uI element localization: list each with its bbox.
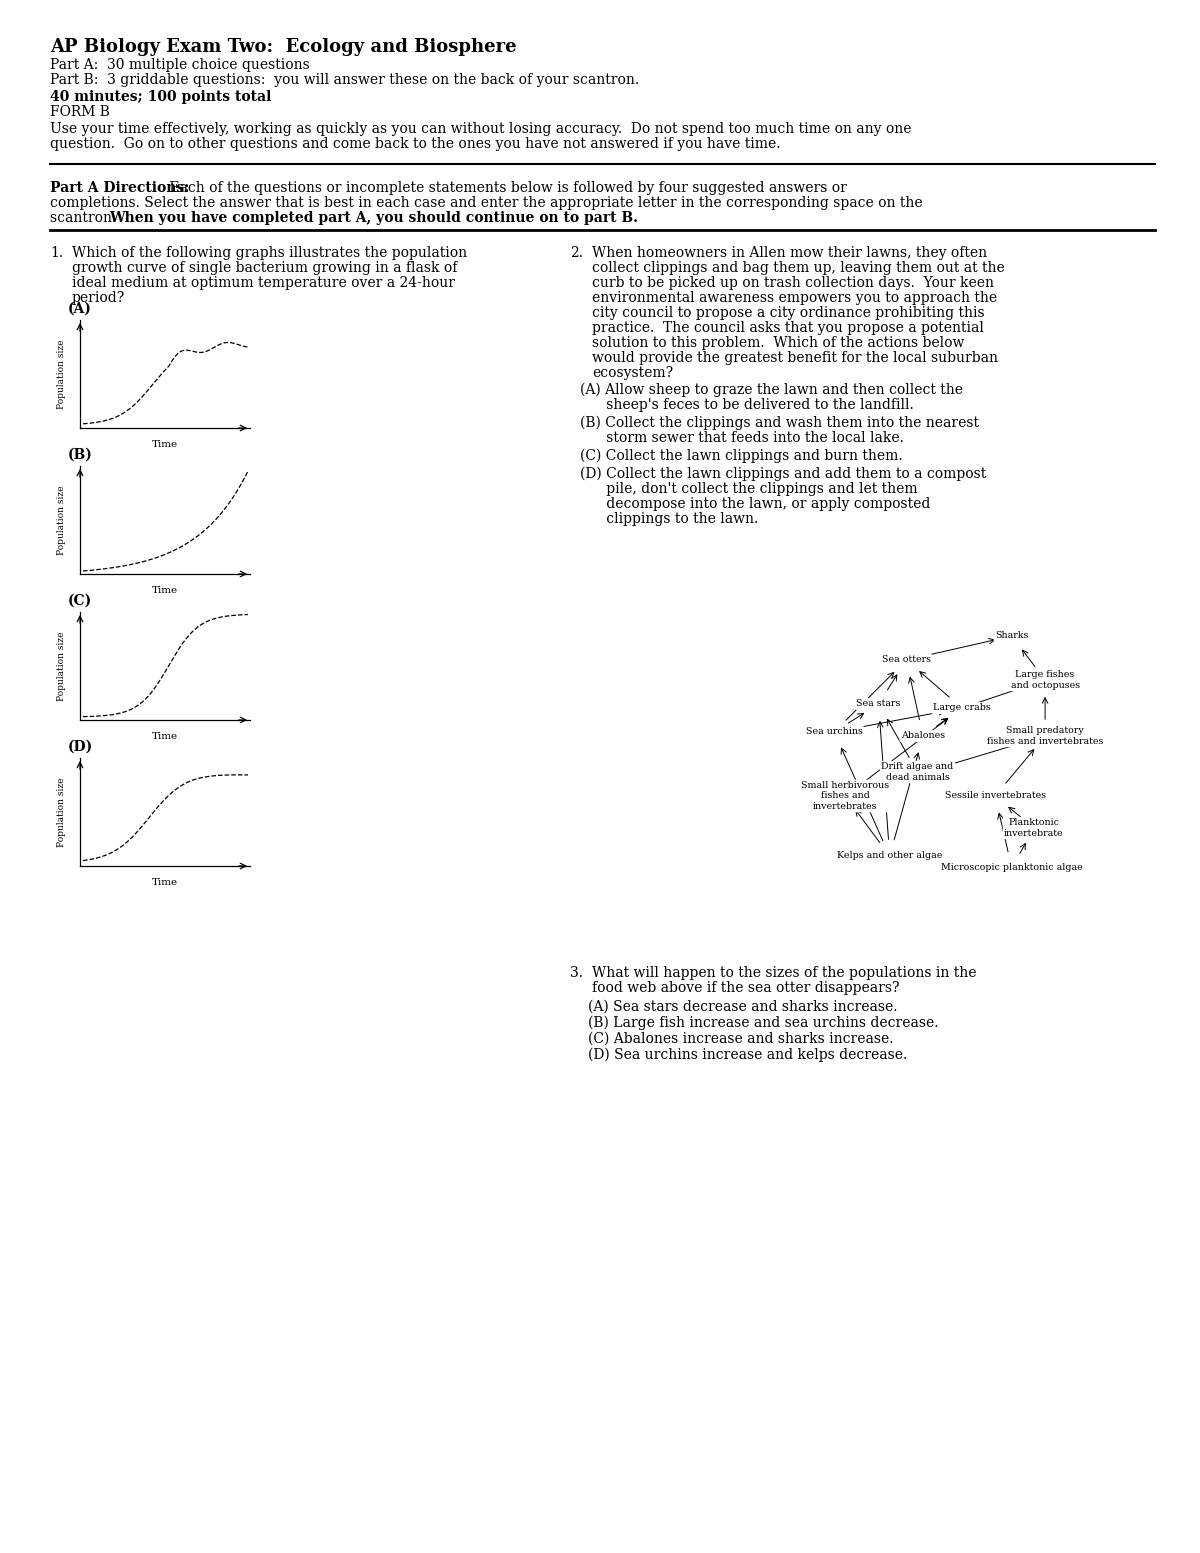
Text: FORM B: FORM B bbox=[50, 106, 110, 120]
Text: Population size: Population size bbox=[58, 485, 66, 554]
Text: Microscopic planktonic algae: Microscopic planktonic algae bbox=[941, 863, 1082, 873]
Text: Time: Time bbox=[152, 585, 178, 595]
Text: 2.: 2. bbox=[570, 245, 583, 259]
Text: Kelps and other algae: Kelps and other algae bbox=[838, 851, 942, 860]
Text: Drift algae and
dead animals: Drift algae and dead animals bbox=[881, 763, 954, 781]
Text: curb to be picked up on trash collection days.  Your keen: curb to be picked up on trash collection… bbox=[592, 276, 994, 290]
Text: would provide the greatest benefit for the local suburban: would provide the greatest benefit for t… bbox=[592, 351, 998, 365]
Text: (D) Collect the lawn clippings and add them to a compost: (D) Collect the lawn clippings and add t… bbox=[580, 467, 986, 481]
Text: growth curve of single bacterium growing in a flask of: growth curve of single bacterium growing… bbox=[72, 261, 457, 275]
Text: Time: Time bbox=[152, 731, 178, 741]
Text: practice.  The council asks that you propose a potential: practice. The council asks that you prop… bbox=[592, 321, 984, 335]
Text: 3.: 3. bbox=[570, 966, 583, 980]
Text: sheep's feces to be delivered to the landfill.: sheep's feces to be delivered to the lan… bbox=[580, 398, 913, 412]
Text: Large fishes
and octopuses: Large fishes and octopuses bbox=[1010, 671, 1080, 690]
Text: Sea otters: Sea otters bbox=[882, 655, 931, 665]
Text: (D) Sea urchins increase and kelps decrease.: (D) Sea urchins increase and kelps decre… bbox=[588, 1048, 907, 1062]
Text: Part B:  3 griddable questions:  you will answer these on the back of your scant: Part B: 3 griddable questions: you will … bbox=[50, 73, 640, 87]
Text: Planktonic
invertebrate: Planktonic invertebrate bbox=[1004, 818, 1064, 837]
Text: Sharks: Sharks bbox=[995, 632, 1028, 640]
Text: (C): (C) bbox=[68, 593, 92, 609]
Text: AP Biology Exam Two:  Ecology and Biosphere: AP Biology Exam Two: Ecology and Biosphe… bbox=[50, 37, 517, 56]
Text: Large crabs: Large crabs bbox=[932, 704, 991, 713]
Text: (A) Allow sheep to graze the lawn and then collect the: (A) Allow sheep to graze the lawn and th… bbox=[580, 384, 964, 398]
Text: clippings to the lawn.: clippings to the lawn. bbox=[580, 512, 758, 526]
Text: city council to propose a city ordinance prohibiting this: city council to propose a city ordinance… bbox=[592, 306, 985, 320]
Text: When you have completed part A, you should continue on to part B.: When you have completed part A, you shou… bbox=[109, 211, 638, 225]
Text: Population size: Population size bbox=[58, 776, 66, 846]
Text: Abalones: Abalones bbox=[901, 731, 946, 741]
Text: completions. Select the answer that is best in each case and enter the appropria: completions. Select the answer that is b… bbox=[50, 196, 923, 210]
Text: Time: Time bbox=[152, 439, 178, 449]
Text: (C) Abalones increase and sharks increase.: (C) Abalones increase and sharks increas… bbox=[588, 1033, 894, 1047]
Text: storm sewer that feeds into the local lake.: storm sewer that feeds into the local la… bbox=[580, 432, 904, 446]
Text: ecosystem?: ecosystem? bbox=[592, 367, 673, 380]
Text: Population size: Population size bbox=[58, 339, 66, 408]
Text: (C) Collect the lawn clippings and burn them.: (C) Collect the lawn clippings and burn … bbox=[580, 449, 902, 463]
Text: (B) Collect the clippings and wash them into the nearest: (B) Collect the clippings and wash them … bbox=[580, 416, 979, 430]
Text: question.  Go on to other questions and come back to the ones you have not answe: question. Go on to other questions and c… bbox=[50, 137, 780, 151]
Text: collect clippings and bag them up, leaving them out at the: collect clippings and bag them up, leavi… bbox=[592, 261, 1004, 275]
Text: Sea stars: Sea stars bbox=[857, 699, 901, 708]
Text: Part A:  30 multiple choice questions: Part A: 30 multiple choice questions bbox=[50, 57, 310, 71]
Text: scantron.: scantron. bbox=[50, 211, 121, 225]
Text: When homeowners in Allen mow their lawns, they often: When homeowners in Allen mow their lawns… bbox=[592, 245, 988, 259]
Text: What will happen to the sizes of the populations in the: What will happen to the sizes of the pop… bbox=[592, 966, 977, 980]
Text: environmental awareness empowers you to approach the: environmental awareness empowers you to … bbox=[592, 290, 997, 304]
Text: Part A Directions:: Part A Directions: bbox=[50, 182, 190, 196]
Text: 1.: 1. bbox=[50, 245, 64, 259]
Text: Population size: Population size bbox=[58, 631, 66, 700]
Text: period?: period? bbox=[72, 290, 125, 304]
Text: Use your time effectively, working as quickly as you can without losing accuracy: Use your time effectively, working as qu… bbox=[50, 123, 912, 137]
Text: ideal medium at optimum temperature over a 24-hour: ideal medium at optimum temperature over… bbox=[72, 276, 455, 290]
Text: solution to this problem.  Which of the actions below: solution to this problem. Which of the a… bbox=[592, 335, 965, 349]
Text: Time: Time bbox=[152, 877, 178, 887]
Text: (A) Sea stars decrease and sharks increase.: (A) Sea stars decrease and sharks increa… bbox=[588, 1000, 898, 1014]
Text: Each of the questions or incomplete statements below is followed by four suggest: Each of the questions or incomplete stat… bbox=[166, 182, 847, 196]
Text: decompose into the lawn, or apply composted: decompose into the lawn, or apply compos… bbox=[580, 497, 930, 511]
Text: Small predatory
fishes and invertebrates: Small predatory fishes and invertebrates bbox=[986, 727, 1103, 745]
Text: Sea urchins: Sea urchins bbox=[805, 727, 863, 736]
Text: Which of the following graphs illustrates the population: Which of the following graphs illustrate… bbox=[72, 245, 467, 259]
Text: pile, don't collect the clippings and let them: pile, don't collect the clippings and le… bbox=[580, 481, 918, 495]
Text: 40 minutes; 100 points total: 40 minutes; 100 points total bbox=[50, 90, 271, 104]
Text: (A): (A) bbox=[68, 301, 92, 315]
Text: (B) Large fish increase and sea urchins decrease.: (B) Large fish increase and sea urchins … bbox=[588, 1016, 938, 1030]
Text: food web above if the sea otter disappears?: food web above if the sea otter disappea… bbox=[592, 981, 900, 995]
Text: (D): (D) bbox=[68, 739, 94, 755]
Text: (B): (B) bbox=[68, 447, 92, 461]
Text: Sessile invertebrates: Sessile invertebrates bbox=[944, 792, 1045, 800]
Text: Small herbivorous
fishes and
invertebrates: Small herbivorous fishes and invertebrat… bbox=[802, 781, 889, 811]
